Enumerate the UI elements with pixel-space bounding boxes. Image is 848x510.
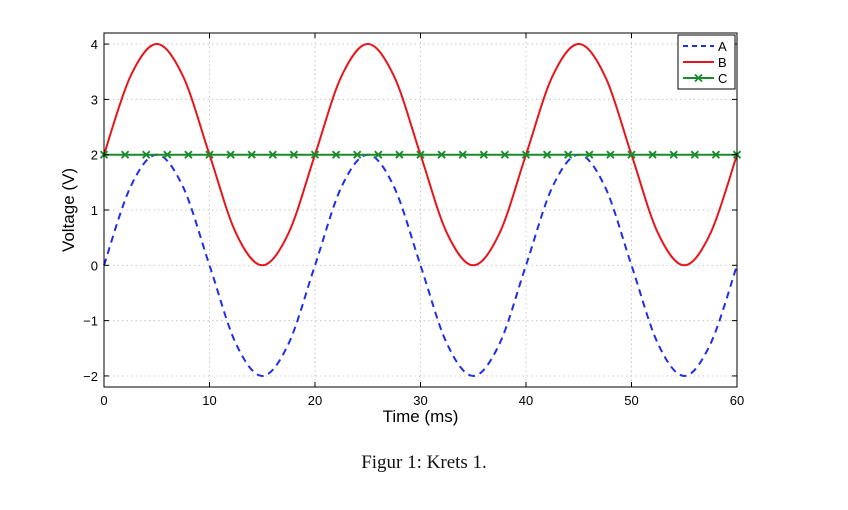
legend-b-label: B [718, 55, 727, 70]
x-tick-label: 30 [413, 393, 427, 408]
series-c-point [711, 150, 721, 159]
series-c-point [606, 150, 615, 159]
grid-lines [104, 33, 737, 387]
series-c-point [374, 150, 383, 159]
y-tick-label: −1 [83, 314, 98, 329]
series-c-point [205, 150, 214, 159]
series-c-point [142, 150, 151, 159]
series-c-point [627, 150, 636, 159]
series-c-point [331, 150, 341, 159]
y-tick-label: 4 [91, 37, 98, 52]
y-tick-label: 3 [91, 92, 98, 107]
series-c-point [521, 150, 531, 159]
series-c-point [669, 150, 678, 159]
x-tick-label: 20 [308, 393, 322, 408]
series-c-point [690, 150, 699, 159]
legend-c-marker [694, 73, 703, 83]
series-c-point [353, 150, 362, 159]
series-c-point [437, 150, 446, 159]
series-c-point [184, 150, 193, 159]
series-c-point [395, 150, 404, 159]
x-tick-label: 50 [624, 393, 638, 408]
series-c-point [163, 150, 172, 159]
x-tick-label: 10 [202, 393, 216, 408]
y-tick-label: 2 [91, 148, 98, 163]
series-c-point [458, 150, 467, 159]
x-tick-label: 60 [730, 393, 744, 408]
x-axis-label: Time (ms) [383, 407, 459, 426]
x-tick-label: 0 [100, 393, 107, 408]
y-tick-label: 0 [91, 258, 98, 273]
y-tick-label: −2 [83, 369, 98, 384]
legend-c-label: C [718, 71, 727, 86]
series-c-point [500, 150, 510, 159]
series-c-point [226, 150, 235, 159]
legend-a-label: A [718, 39, 727, 54]
series-c-point [247, 150, 256, 159]
series-c-point [542, 150, 552, 159]
series-layer [99, 43, 742, 377]
series-c-point [120, 150, 130, 159]
y-axis-label: Voltage (V) [59, 168, 78, 252]
series-c-point [585, 150, 594, 159]
series-c-point [310, 150, 320, 159]
axis-ticks: 0 10 20 30 40 50 60 −2 −1 0 1 2 3 4 [83, 33, 744, 408]
y-tick-label: 1 [91, 203, 98, 218]
series-c-point [268, 150, 277, 159]
series-c-point [289, 150, 299, 159]
series-c-point [479, 150, 488, 159]
series-c-point [416, 150, 425, 159]
series-c-point [564, 150, 573, 159]
figure-caption: Figur 1: Krets 1. [361, 452, 487, 473]
x-tick-label: 40 [519, 393, 533, 408]
series-c-point [648, 150, 657, 159]
legend: ABC [677, 34, 736, 90]
